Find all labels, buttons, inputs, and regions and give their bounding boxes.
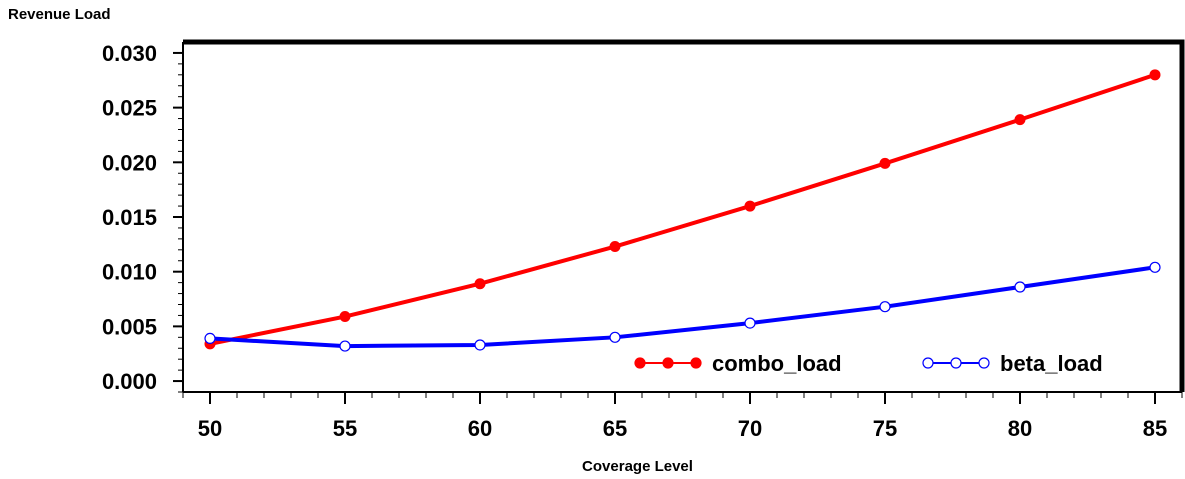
x-tick-label: 80 [1008, 416, 1032, 441]
beta-load-point [474, 339, 486, 351]
legend-beta-load-label: beta_load [1000, 351, 1103, 376]
combo-load-point [744, 200, 756, 212]
x-tick-label: 50 [198, 416, 222, 441]
x-tick-label: 55 [333, 416, 357, 441]
legend-beta-load-swatch-marker [922, 357, 934, 369]
beta-load-line [209, 265, 1156, 349]
beta-load-point [609, 331, 621, 343]
x-tick-label: 70 [738, 416, 762, 441]
combo-load-point [609, 241, 621, 253]
legend-combo-load-label: combo_load [712, 351, 842, 376]
legend-beta-load-swatch-marker [950, 357, 962, 369]
x-tick-label: 65 [603, 416, 627, 441]
x-tick-label: 75 [873, 416, 897, 441]
y-tick-label: 0.000 [102, 369, 157, 394]
y-tick-label: 0.010 [102, 260, 157, 285]
y-axis-title: Revenue Load [8, 6, 111, 23]
combo-load-point [1149, 69, 1161, 81]
beta-load-point [204, 332, 216, 345]
beta-load-point [879, 301, 891, 313]
x-tick-label: 85 [1143, 416, 1167, 441]
legend-combo-load-swatch-marker [662, 357, 674, 369]
combo-load-line [209, 72, 1156, 346]
y-tick-label: 0.005 [102, 314, 157, 339]
legend-combo-load-swatch-marker [690, 357, 702, 369]
x-tick-label: 60 [468, 416, 492, 441]
combo-load-point [339, 311, 351, 323]
beta-load-point [744, 317, 756, 329]
combo-load-point [474, 278, 486, 290]
beta-load-point [339, 340, 351, 352]
legend-beta-load-swatch-marker [978, 357, 990, 369]
combo-load-point [879, 157, 891, 169]
y-tick-label: 0.030 [102, 41, 157, 66]
combo-load-point [1014, 114, 1026, 126]
y-tick-label: 0.015 [102, 205, 157, 230]
y-tick-label: 0.025 [102, 96, 157, 121]
y-tick-label: 0.020 [102, 150, 157, 175]
beta-load-point [1014, 281, 1026, 293]
beta-load-point [1149, 261, 1161, 273]
legend-combo-load-swatch-marker [634, 357, 646, 369]
x-axis-title: Coverage Level [582, 458, 693, 475]
